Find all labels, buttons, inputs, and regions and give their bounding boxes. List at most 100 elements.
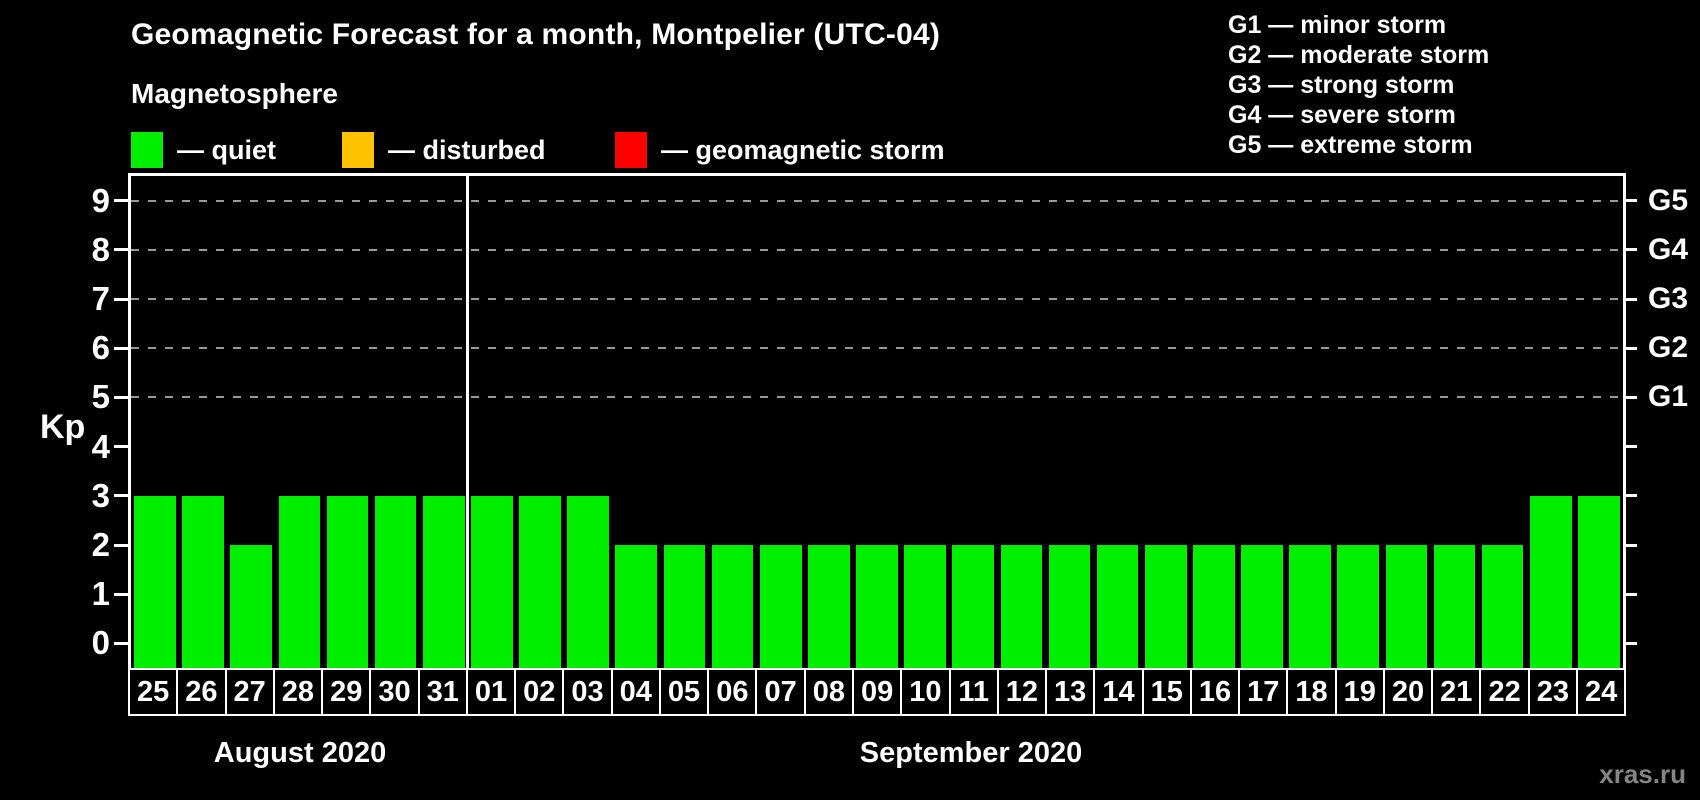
left-tick-kp-8 (114, 248, 128, 252)
kp-bar-day-04 (615, 545, 658, 668)
kp-bar-day-02 (519, 495, 561, 668)
storm-scale-legend-line: G4 — severe storm (1228, 101, 1456, 129)
kp-bar-day-12 (1000, 545, 1043, 668)
day-label-18: 18 (1286, 668, 1337, 716)
x-axis-day-labels-row: 25 26 27 28 29 30 31 01 02 03 04 05 06 07 08 09 10 11 12 13… (128, 668, 1627, 716)
right-tick-kp-3 (1623, 494, 1637, 498)
kp-bar-day-21 (1433, 545, 1476, 668)
day-label-26: 26 (176, 668, 227, 716)
day-label-14: 14 (1093, 668, 1144, 716)
magnetosphere-label: Magnetosphere (131, 78, 338, 109)
storm-scale-legend-line: G2 — moderate storm (1228, 41, 1490, 69)
day-label-24: 24 (1575, 668, 1627, 716)
kp-bar-day-15 (1144, 545, 1187, 668)
kp-bar-day-27 (230, 545, 273, 668)
day-label-05: 05 (658, 668, 710, 716)
day-label-08: 08 (803, 668, 854, 716)
day-label-01: 01 (465, 668, 517, 716)
day-label-11: 11 (948, 668, 999, 716)
day-label-06: 06 (707, 668, 758, 716)
y-tick-label-7: 7 (91, 280, 110, 317)
kp-bar-day-09 (856, 545, 898, 668)
day-label-12: 12 (996, 668, 1048, 716)
gridline-kp-9 (131, 199, 1623, 202)
y-tick-label-3: 3 (91, 476, 110, 514)
left-tick-kp-1 (114, 592, 128, 596)
chart-plot-area (128, 173, 1626, 671)
y-tick-label-2: 2 (91, 526, 110, 563)
left-tick-kp-4 (114, 445, 128, 449)
day-label-29: 29 (321, 668, 372, 716)
gridline-kp-8 (131, 248, 1623, 251)
legend-item-geomagnetic-storm: — geomagnetic storm (615, 131, 945, 169)
day-label-21: 21 (1431, 668, 1482, 716)
month-separator-line (466, 176, 470, 668)
y-tick-label-9: 9 (91, 181, 110, 219)
kp-bar-day-23 (1529, 495, 1572, 668)
y-tick-label-1: 1 (91, 575, 110, 613)
day-label-09: 09 (851, 668, 903, 716)
quiet-color-swatch (131, 132, 163, 168)
legend-item-disturbed: — disturbed (342, 131, 546, 169)
kp-bar-day-18 (1289, 545, 1331, 668)
kp-bar-day-30 (374, 495, 417, 668)
kp-bar-day-01 (471, 495, 513, 668)
day-label-07: 07 (755, 668, 806, 716)
day-label-30: 30 (369, 668, 420, 716)
right-tick-kp-1 (1623, 592, 1637, 596)
day-label-16: 16 (1189, 668, 1241, 716)
y-axis-title: Kp (40, 408, 86, 446)
kp-bar-day-17 (1241, 545, 1283, 668)
kp-bar-day-08 (808, 545, 850, 668)
right-axis-label-g1: G1 (1648, 380, 1689, 414)
kp-bar-day-26 (182, 495, 224, 668)
day-label-17: 17 (1238, 668, 1289, 716)
left-tick-kp-9 (114, 199, 128, 203)
month-label-august: August 2020 (213, 737, 387, 769)
left-tick-kp-6 (114, 346, 128, 350)
kp-bar-day-22 (1481, 545, 1524, 668)
disturbed-color-swatch (342, 132, 374, 168)
y-tick-label-5: 5 (91, 378, 110, 416)
left-tick-kp-0 (114, 641, 128, 645)
day-label-27: 27 (224, 668, 275, 716)
kp-bar-day-13 (1048, 545, 1091, 668)
month-label-september: September 2020 (859, 737, 1083, 769)
kp-bar-day-14 (1096, 545, 1139, 668)
legend-item-label: — quiet (177, 134, 276, 165)
day-label-31: 31 (417, 668, 468, 716)
kp-bar-day-03 (567, 495, 609, 668)
watermark: xras.ru (1599, 759, 1686, 789)
kp-bar-day-07 (759, 545, 802, 668)
y-tick-label-0: 0 (91, 624, 110, 662)
kp-bar-day-25 (134, 495, 176, 668)
day-label-22: 22 (1479, 668, 1530, 716)
right-tick-kp-8 (1623, 248, 1637, 252)
legend-item-label: — geomagnetic storm (661, 134, 945, 165)
storm-scale-legend-line: G5 — extreme storm (1228, 131, 1473, 159)
kp-bar-day-29 (326, 495, 369, 668)
day-label-13: 13 (1045, 668, 1096, 716)
right-tick-kp-5 (1623, 395, 1637, 399)
y-tick-label-8: 8 (91, 230, 110, 268)
day-label-10: 10 (900, 668, 951, 716)
kp-bar-day-16 (1193, 545, 1235, 668)
gridline-kp-7 (131, 298, 1623, 300)
storm-scale-legend-line: G3 — strong storm (1228, 71, 1455, 99)
day-label-02: 02 (514, 668, 565, 716)
left-tick-kp-7 (114, 297, 128, 301)
left-tick-kp-3 (114, 494, 128, 498)
gridline-kp-6 (131, 347, 1623, 350)
kp-bar-day-19 (1337, 545, 1380, 668)
right-axis-label-g4: G4 (1648, 232, 1689, 266)
right-tick-kp-9 (1623, 199, 1637, 203)
kp-bar-day-31 (422, 495, 465, 668)
legend-item-label: — disturbed (388, 134, 546, 165)
kp-bar-day-20 (1385, 545, 1428, 668)
storm-scale-legend-line: G1 — minor storm (1228, 11, 1447, 39)
right-tick-kp-7 (1623, 297, 1637, 301)
storm-scale-legend: G1 — minor storm G2 — moderate storm G3 — … (1228, 10, 1489, 160)
kp-bar-day-11 (952, 545, 995, 668)
day-label-03: 03 (562, 668, 613, 716)
right-axis-label-g5: G5 (1648, 183, 1689, 217)
